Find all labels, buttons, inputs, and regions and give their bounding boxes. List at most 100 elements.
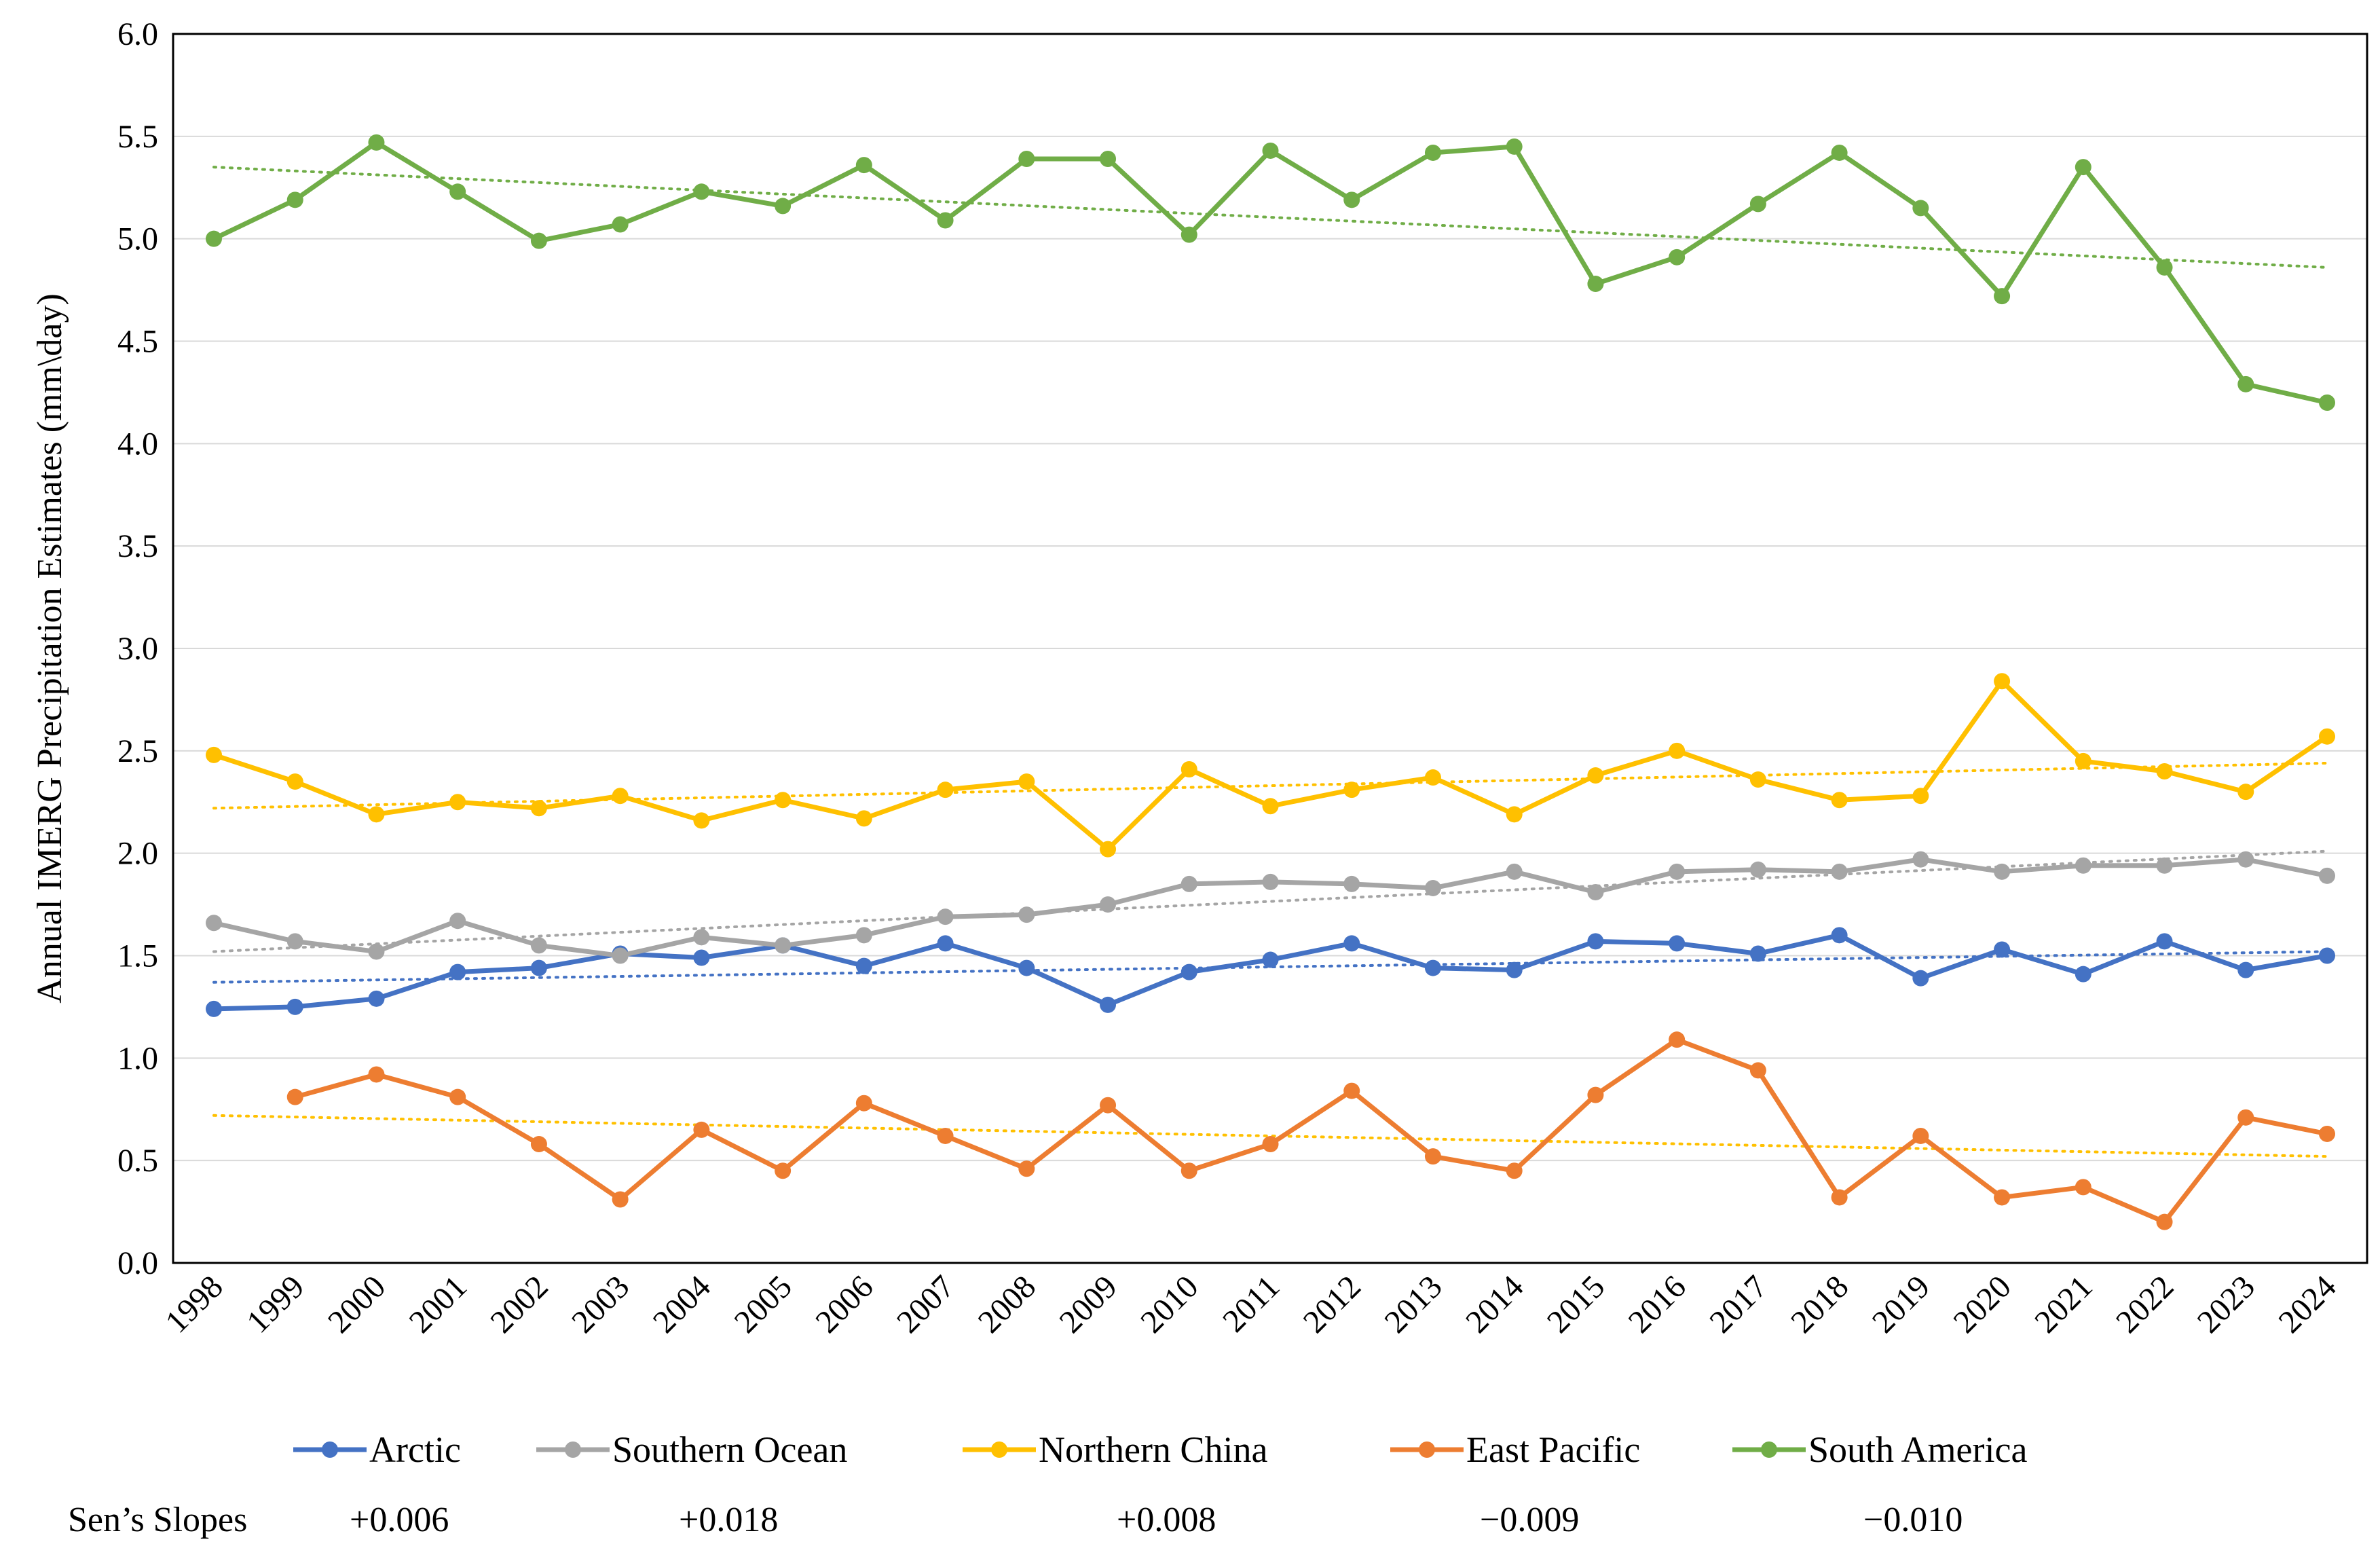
data-point-south-america <box>449 183 466 200</box>
data-point-arctic <box>449 963 466 980</box>
data-point-northern-china <box>855 810 872 827</box>
data-point-east-pacific <box>1994 1189 2011 1206</box>
data-point-northern-china <box>368 806 385 823</box>
legend-marker <box>565 1441 581 1458</box>
legend-marker <box>1761 1441 1777 1458</box>
data-point-southern-ocean <box>2156 857 2173 874</box>
data-point-northern-china <box>693 812 710 829</box>
data-point-northern-china <box>206 746 222 763</box>
data-point-southern-ocean <box>368 943 385 960</box>
data-point-arctic <box>2075 966 2091 982</box>
y-tick-label: 4.0 <box>117 426 158 462</box>
y-tick-label: 6.0 <box>117 16 158 52</box>
data-point-south-america <box>1180 226 1197 243</box>
y-tick-label: 1.0 <box>117 1040 158 1076</box>
data-point-south-america <box>286 191 303 208</box>
legend-marker <box>1419 1441 1435 1458</box>
data-point-southern-ocean <box>1262 873 1279 890</box>
data-point-northern-china <box>612 788 629 805</box>
data-point-northern-china <box>1343 782 1360 798</box>
data-point-east-pacific <box>286 1088 303 1105</box>
data-point-east-pacific <box>1018 1160 1035 1177</box>
data-point-east-pacific <box>1180 1162 1197 1179</box>
trendline-east-pacific <box>212 1114 2328 1158</box>
data-point-southern-ocean <box>1180 875 1197 892</box>
data-point-northern-china <box>286 773 303 790</box>
data-point-arctic <box>2237 961 2254 978</box>
data-point-east-pacific <box>368 1066 385 1083</box>
data-point-northern-china <box>775 792 792 809</box>
data-point-southern-ocean <box>1424 879 1441 896</box>
data-point-east-pacific <box>937 1127 954 1144</box>
data-point-arctic <box>937 935 954 952</box>
data-point-arctic <box>1749 945 1766 962</box>
series-arctic <box>206 927 2335 1017</box>
sens-slope-value: +0.018 <box>679 1501 778 1539</box>
data-point-southern-ocean <box>937 908 954 925</box>
data-point-northern-china <box>1669 742 1686 759</box>
data-point-south-america <box>1100 151 1117 168</box>
data-point-northern-china <box>2237 784 2254 801</box>
data-point-arctic <box>1180 963 1197 980</box>
data-point-northern-china <box>1100 841 1117 858</box>
data-point-northern-china <box>1506 806 1523 823</box>
data-point-southern-ocean <box>775 937 792 954</box>
data-point-southern-ocean <box>2075 857 2091 874</box>
sens-slope-value: −0.009 <box>1480 1501 1579 1539</box>
data-point-east-pacific <box>693 1121 710 1138</box>
data-point-southern-ocean <box>449 913 466 930</box>
data-point-arctic <box>1912 970 1929 987</box>
y-tick-label: 0.0 <box>117 1245 158 1281</box>
data-point-south-america <box>2156 259 2173 276</box>
data-point-arctic <box>1994 941 2011 958</box>
y-tick-label: 3.5 <box>117 528 158 564</box>
data-point-southern-ocean <box>286 933 303 950</box>
data-point-northern-china <box>2156 763 2173 779</box>
y-tick-label: 1.5 <box>117 938 158 974</box>
data-point-arctic <box>693 949 710 966</box>
legend-marker <box>322 1441 338 1458</box>
data-point-east-pacific <box>1506 1162 1523 1179</box>
y-tick-label: 5.5 <box>117 119 158 155</box>
data-point-southern-ocean <box>530 937 547 954</box>
data-point-south-america <box>1018 151 1035 168</box>
data-point-east-pacific <box>1831 1189 1848 1206</box>
series-southern-ocean <box>206 851 2335 964</box>
data-point-south-america <box>530 232 547 249</box>
legend-marker <box>991 1441 1007 1458</box>
data-point-east-pacific <box>1912 1127 1929 1144</box>
data-point-southern-ocean <box>2237 851 2254 868</box>
legend-label: East Pacific <box>1466 1429 1640 1470</box>
y-tick-label: 2.0 <box>117 836 158 872</box>
data-point-south-america <box>368 134 385 151</box>
data-point-south-america <box>612 216 629 233</box>
data-point-south-america <box>1506 138 1523 155</box>
data-point-east-pacific <box>612 1191 629 1208</box>
data-point-northern-china <box>1994 673 2011 690</box>
legend-label: Southern Ocean <box>612 1429 847 1470</box>
data-point-southern-ocean <box>1506 863 1523 880</box>
data-point-east-pacific <box>1424 1148 1441 1165</box>
data-point-arctic <box>206 1000 222 1017</box>
data-point-east-pacific <box>1749 1062 1766 1079</box>
data-point-northern-china <box>1018 773 1035 790</box>
data-point-arctic <box>2319 947 2335 964</box>
data-point-southern-ocean <box>1994 863 2011 880</box>
data-point-southern-ocean <box>855 927 872 944</box>
legend-label: South America <box>1808 1429 2027 1470</box>
data-point-northern-china <box>937 782 954 798</box>
data-point-northern-china <box>1180 760 1197 777</box>
data-point-east-pacific <box>1587 1086 1604 1103</box>
sens-slope-value: +0.006 <box>350 1501 449 1539</box>
data-point-northern-china <box>1749 771 1766 788</box>
data-point-arctic <box>530 959 547 976</box>
data-point-south-america <box>2075 159 2091 176</box>
data-point-south-america <box>1262 142 1279 159</box>
legend-item-northern-china: Northern China <box>963 1429 1267 1470</box>
data-point-south-america <box>775 198 792 215</box>
data-point-east-pacific <box>855 1095 872 1112</box>
data-point-northern-china <box>2319 728 2335 745</box>
data-point-arctic <box>1343 935 1360 952</box>
series-east-pacific <box>286 1031 2335 1230</box>
